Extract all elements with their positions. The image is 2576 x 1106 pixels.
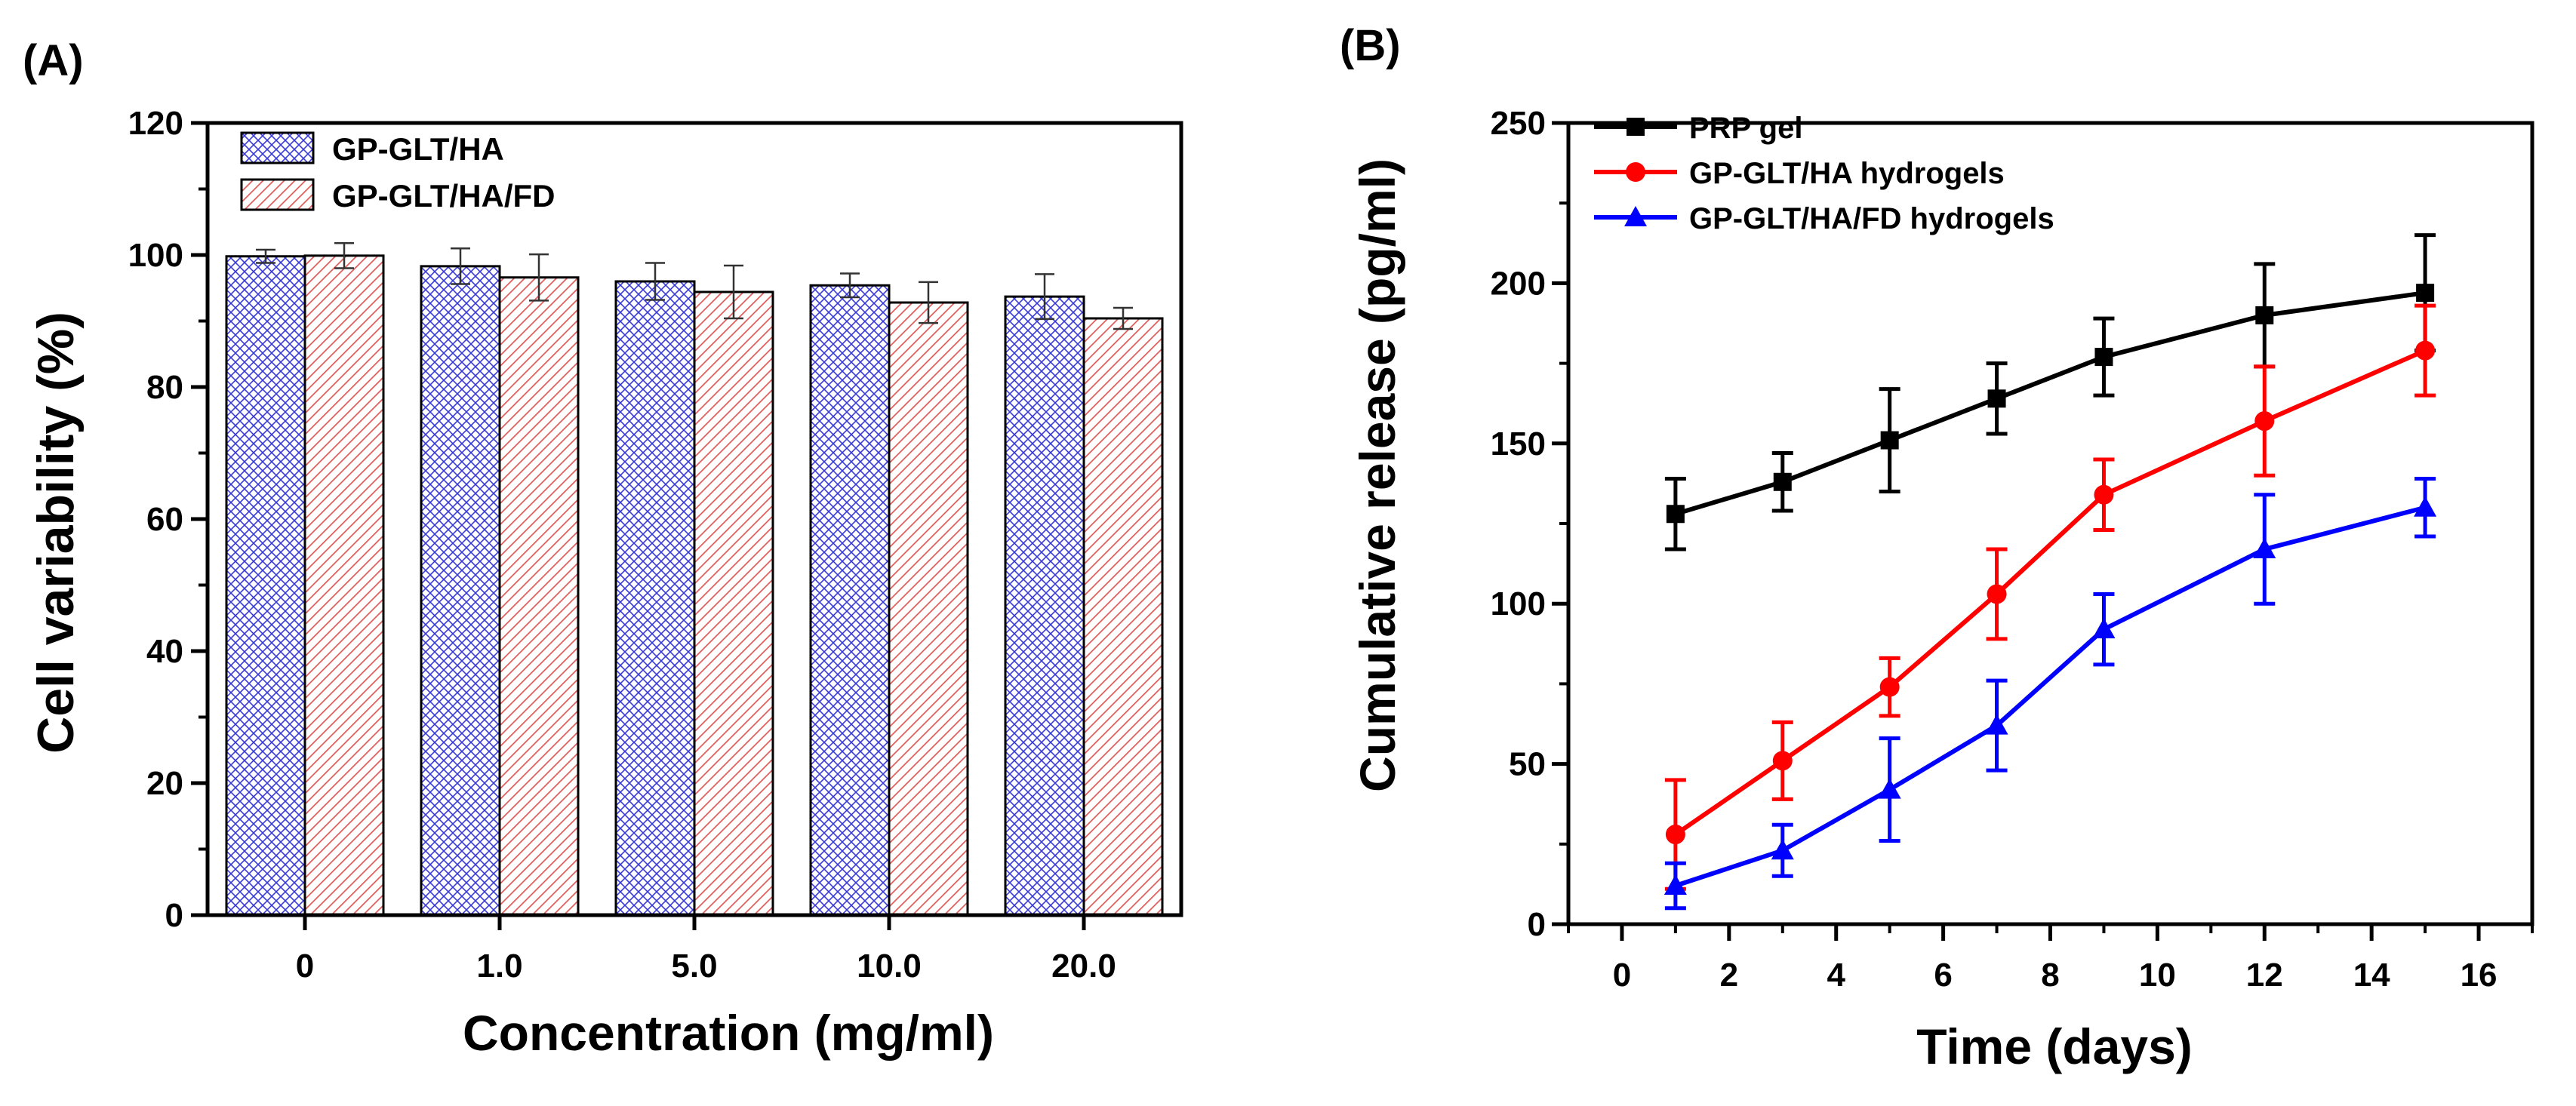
data-point-gp-glt-ha-fd-hydrogels-day-5 [1878,778,1901,799]
panel-b-legend: PRP gel GP-GLT/HA hydrogels GP-GLT/HA/FD h… [1594,112,2054,235]
error-bar-gp-glt-ha-fd-20-0 [1113,306,1133,330]
y-tick-label: 40 [146,633,183,670]
legend-marker-gp-glt-ha-hydrogels [1626,162,1645,182]
error-bar-gp-glt-ha-5-0 [645,262,665,301]
x-tick-label: 0 [296,948,314,985]
data-point-gp-glt-ha-hydrogels-day-9 [2094,484,2114,505]
legend-label-gp-glt-ha-hydrogels: GP-GLT/HA hydrogels [1689,157,2005,190]
error-bar-gp-glt-ha-fd-10-0 [919,281,938,324]
y-tick-label: 0 [1528,906,1546,943]
y-tick-label: 80 [146,369,183,406]
y-tick-label: 0 [165,897,183,934]
x-tick-label: 10.0 [857,948,922,985]
x-tick-label: 6 [1934,957,1952,994]
y-tick-label: 100 [1491,585,1546,622]
data-point-gp-glt-ha-hydrogels-day-12 [2254,411,2275,432]
y-tick-label: 50 [1509,746,1546,783]
legend-label-gp-glt-ha: GP-GLT/HA [332,131,504,167]
x-tick-label: 5.0 [671,948,717,985]
legend-swatch-gp-glt-ha [240,131,315,164]
data-point-gp-glt-ha-hydrogels-day-3 [1772,751,1793,771]
y-tick-label: 60 [146,501,183,538]
x-tick-label: 12 [2246,957,2283,994]
bar-gp-glt-ha-1-0 [420,265,501,917]
legend-swatch-gp-glt-ha-fd [240,178,315,211]
x-tick-label: 16 [2461,957,2498,994]
bar-gp-glt-ha-fd-1-0 [498,276,580,917]
data-point-gp-glt-ha-fd-hydrogels-day-1 [1663,874,1687,896]
y-tick-label: 250 [1491,105,1546,142]
panel-b-label: (B) [1340,21,1401,70]
panel-b-plot-frame [1566,121,2534,926]
legend-label-gp-glt-ha-fd: GP-GLT/HA/FD [332,178,556,214]
y-tick-label: 20 [146,765,183,802]
bar-gp-glt-ha-fd-0 [303,254,385,917]
bar-gp-glt-ha-10-0 [809,284,891,917]
x-tick-label: 20.0 [1051,948,1116,985]
panel-a-plot-frame [205,121,1183,917]
error-bar-gp-glt-ha-1-0 [451,247,470,285]
x-tick-label: 1.0 [476,948,522,985]
panel-b-x-axis-label: Time (days) [1916,1018,2193,1074]
data-point-gp-glt-ha-hydrogels-day-15 [2415,340,2436,361]
series-prp-gel [1664,233,2436,551]
data-point-gp-glt-ha-fd-hydrogels-day-15 [2414,496,2437,517]
y-tick-label: 150 [1491,426,1546,462]
data-point-gp-glt-ha-hydrogels-day-1 [1665,825,1685,845]
x-tick-label: 14 [2353,957,2390,994]
panel-b-line-chart: (B) 0 2 4 6 8 10 12 14 16 0 50 100 150 200 250 Time (d… [1340,21,2534,1074]
bar-gp-glt-ha-20-0 [1004,295,1085,917]
data-point-gp-glt-ha-hydrogels-day-5 [1879,677,1900,697]
bar-gp-glt-ha-fd-10-0 [888,301,969,917]
x-tick-label: 10 [2139,957,2176,994]
series-line-gp-glt-ha-fd-hydrogels [1674,505,2426,888]
error-bar-gp-glt-ha-fd-5-0 [724,264,743,320]
panel-a-y-axis-label: Cell variability (%) [27,312,85,754]
legend-marker-prp-gel [1627,118,1645,136]
error-bar-gp-glt-ha-fd-1-0 [529,253,549,302]
data-point-prp-gel-day-9 [2094,348,2113,367]
panel-a-label: (A) [23,36,84,85]
legend-label-prp-gel: PRP gel [1689,112,1802,145]
data-point-prp-gel-day-5 [1880,431,1899,450]
data-point-prp-gel-day-15 [2416,284,2435,303]
x-tick-label: 4 [1827,957,1845,994]
legend-marker-gp-glt-ha-fd-hydrogels [1624,206,1647,226]
error-bar-gp-glt-ha-fd-0 [334,242,354,269]
legend-label-gp-glt-ha-fd-hydrogels: GP-GLT/HA/FD hydrogels [1689,202,2054,235]
data-point-prp-gel-day-1 [1666,505,1685,524]
x-tick-label: 2 [1720,957,1738,994]
panel-a-legend: GP-GLT/HA GP-GLT/HA/FD [240,131,556,214]
series-gp-glt-ha-fd-hydrogels [1663,477,2437,911]
y-tick-label: 120 [128,105,183,142]
data-point-prp-gel-day-3 [1773,472,1792,491]
panel-a-x-axis-label: Concentration (mg/ml) [463,1005,994,1061]
series-gp-glt-ha-hydrogels [1664,303,2436,891]
panel-a-bar-chart: (A) 0 20 40 60 80 100 120 0 1.0 5.0 10.0 20.0 Conc… [23,36,1183,1061]
data-point-gp-glt-ha-fd-hydrogels-day-7 [1985,714,2008,735]
bar-gp-glt-ha-fd-20-0 [1082,317,1164,917]
data-point-gp-glt-ha-fd-hydrogels-day-3 [1771,839,1794,860]
error-bar-gp-glt-ha-20-0 [1035,273,1054,321]
data-point-gp-glt-ha-fd-hydrogels-day-9 [2092,618,2116,639]
x-tick-label: 8 [2041,957,2059,994]
data-point-prp-gel-day-12 [2255,306,2274,324]
x-tick-label: 0 [1613,957,1631,994]
data-point-prp-gel-day-7 [1987,389,2006,408]
panel-b-y-axis-label: Cumulative release (pg/ml) [1350,158,1405,792]
y-tick-label: 200 [1491,265,1546,302]
y-tick-label: 100 [128,237,183,274]
error-bar-gp-glt-ha-10-0 [840,272,860,299]
data-point-gp-glt-ha-hydrogels-day-7 [1987,584,2007,604]
bar-gp-glt-ha-5-0 [614,280,696,917]
bar-gp-glt-ha-fd-5-0 [693,290,774,917]
bar-gp-glt-ha-0 [225,255,306,917]
data-point-gp-glt-ha-fd-hydrogels-day-12 [2253,537,2276,558]
error-bar-gp-glt-ha-0 [256,248,275,264]
